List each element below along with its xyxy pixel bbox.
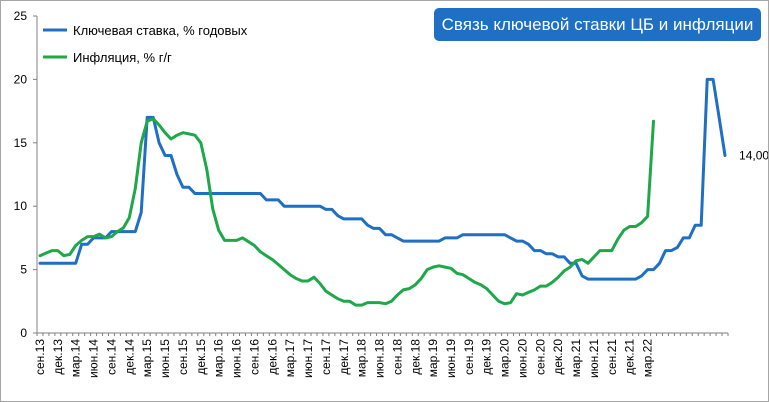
x-tick-label: июн.15 <box>158 339 172 378</box>
x-tick-label: июн.20 <box>515 339 529 378</box>
x-tick-label: мар.18 <box>355 339 369 378</box>
x-tick-label: мар.16 <box>212 339 226 378</box>
key-rate-line <box>38 77 727 281</box>
x-tick-label: дек.17 <box>337 339 351 375</box>
x-tick-label: июн.14 <box>87 339 101 378</box>
legend-label-key-rate: Ключевая ставка, % годовых <box>73 23 248 38</box>
x-tick-label: сен.17 <box>319 339 333 375</box>
x-tick-label: мар.19 <box>426 339 440 378</box>
x-tick-label: сен.14 <box>104 339 118 375</box>
y-tick-label: 25 <box>14 9 28 23</box>
x-tick-label: мар.14 <box>69 339 83 378</box>
y-tick-label: 15 <box>14 136 28 150</box>
x-tick-label: сен.19 <box>462 339 476 375</box>
x-tick-label: сен.13 <box>33 339 47 375</box>
y-tick-label: 10 <box>14 199 28 213</box>
x-tick-label: дек.19 <box>480 339 494 375</box>
x-tick-label: мар.15 <box>140 339 154 378</box>
x-tick-label: дек.18 <box>408 339 422 375</box>
x-tick-label: сен.21 <box>605 339 619 375</box>
chart-title: Связь ключевой ставки ЦБ и инфляции <box>434 8 761 41</box>
x-tick-label: дек.14 <box>122 339 136 375</box>
x-tick-label: июн.21 <box>587 339 601 378</box>
last-value-label: 14,00 <box>739 148 768 162</box>
x-tick-label: сен.18 <box>390 339 404 375</box>
x-tick-label: июн.16 <box>230 339 244 378</box>
y-tick-label: 0 <box>20 326 27 340</box>
legend-label-inflation: Инфляция, % г/г <box>73 50 172 65</box>
x-tick-label: дек.21 <box>623 339 637 375</box>
x-tick-label: сен.15 <box>176 339 190 375</box>
x-tick-label: мар.22 <box>641 339 655 378</box>
x-tick-label: мар.20 <box>498 339 512 378</box>
x-tick-label: дек.16 <box>265 339 279 375</box>
y-tick-label: 5 <box>20 263 27 277</box>
x-tick-label: дек.20 <box>551 339 565 375</box>
x-tick-label: сен.16 <box>247 339 261 375</box>
x-tick-label: июн.17 <box>301 339 315 378</box>
x-tick-label: мар.17 <box>283 339 297 378</box>
y-tick-label: 20 <box>14 72 28 86</box>
x-tick-label: июн.18 <box>373 339 387 378</box>
x-tick-label: мар.21 <box>569 339 583 378</box>
x-tick-label: дек.13 <box>51 339 65 375</box>
x-tick-label: июн.19 <box>444 339 458 378</box>
x-tick-label: дек.15 <box>194 339 208 375</box>
x-tick-label: сен.20 <box>533 339 547 375</box>
inflation-line <box>38 117 655 307</box>
